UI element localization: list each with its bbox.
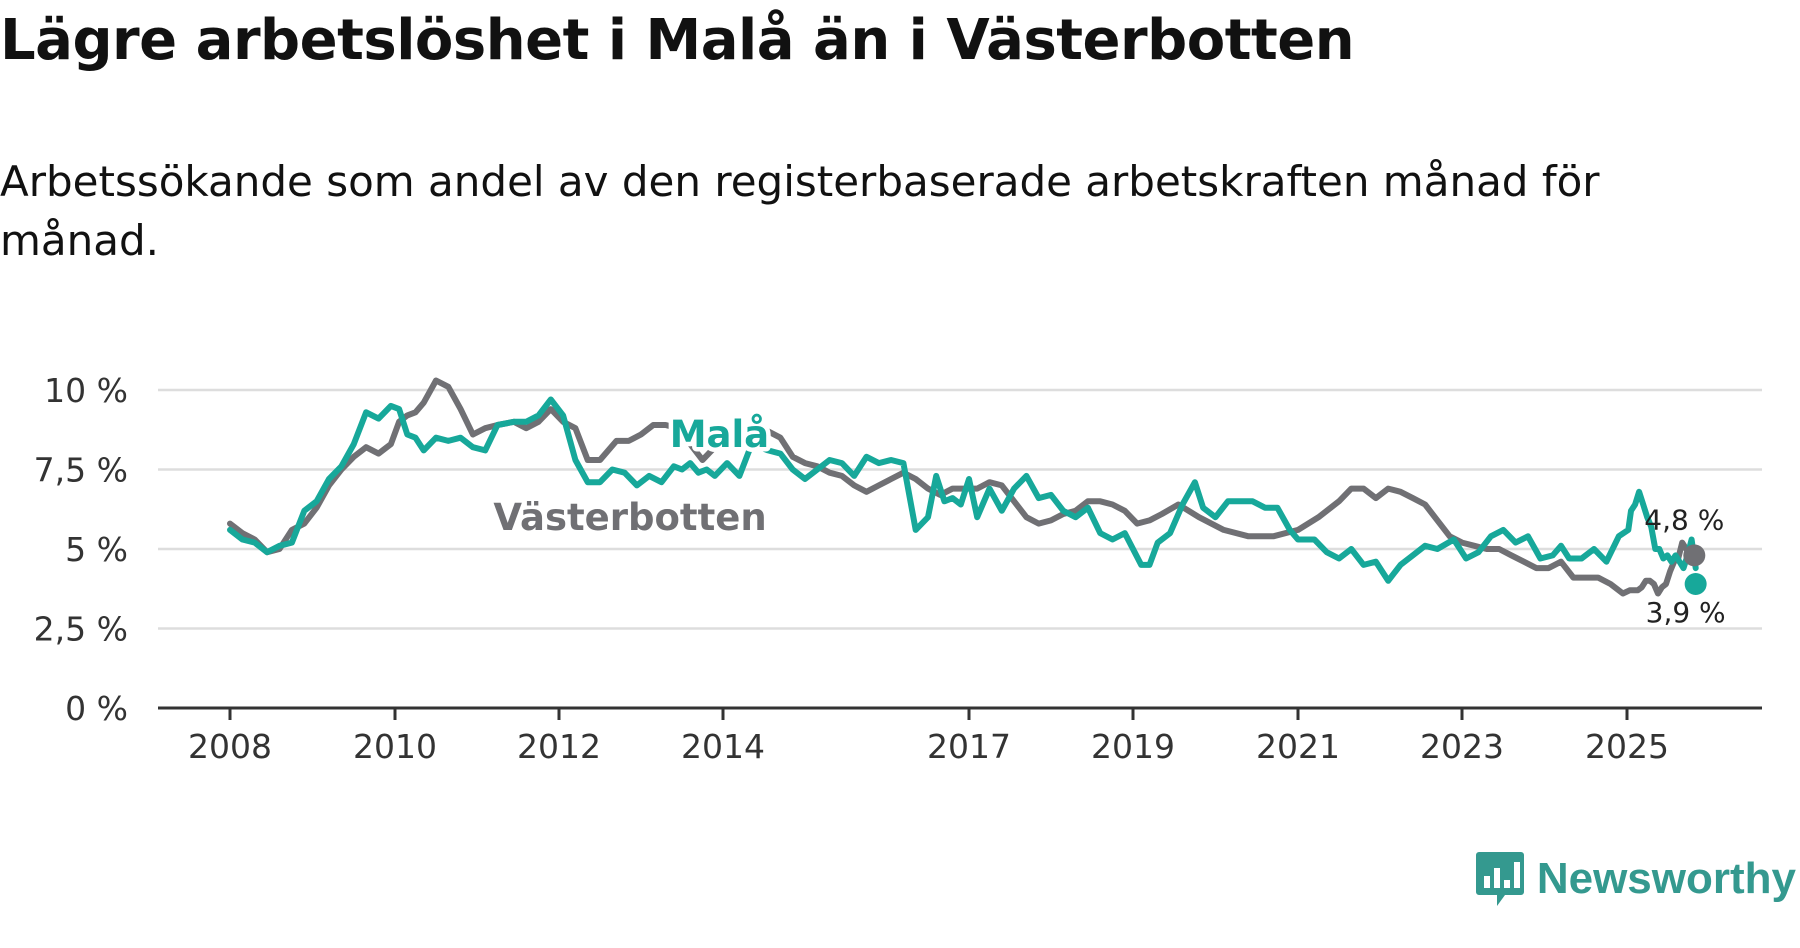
x-tick-label: 2025 <box>1585 727 1669 766</box>
x-tick-label: 2019 <box>1091 727 1175 766</box>
newsworthy-logo-icon <box>1475 852 1524 906</box>
end-value-label-mal: 3,9 % <box>1646 596 1726 629</box>
gridlines <box>158 388 1762 630</box>
series-line-vsterbotten <box>227 377 1698 597</box>
series-label-vsterbotten: Västerbotten <box>493 496 766 539</box>
brand-name: Newsworthy <box>1536 854 1796 903</box>
newsworthy-brand: Newsworthy <box>1475 850 1796 908</box>
x-tick-label: 2014 <box>681 727 765 766</box>
x-tick-label: 2012 <box>517 727 601 766</box>
series-line-mal <box>227 396 1699 584</box>
series-label-mal: Malå <box>670 413 769 456</box>
x-tick-label: 2023 <box>1420 727 1504 766</box>
y-tick-label: 7,5 % <box>34 451 128 490</box>
end-marker-vsterbotten <box>1683 544 1706 567</box>
series-lines <box>227 377 1699 597</box>
x-tick-label: 2021 <box>1256 727 1340 766</box>
end-marker-mal <box>1684 572 1707 595</box>
y-tick-label: 2,5 % <box>34 610 128 649</box>
axes: 0 % 2,5 % 5 % 7,5 % 10 % 2008 2010 2012 2014 2017… <box>34 371 1762 766</box>
chart-title: Lägre arbetslöshet i Malå än i Västerbot… <box>0 8 1355 73</box>
x-tick-label: 2017 <box>927 727 1011 766</box>
x-tick-label: 2010 <box>353 727 437 766</box>
y-tick-label: 5 % <box>65 530 128 569</box>
annotations: Västerbotten 4,8 % Malå 3,9 % <box>489 409 1726 629</box>
y-tick-label: 0 % <box>65 689 128 728</box>
x-tick-label: 2008 <box>188 727 272 766</box>
end-value-label-vsterbotten: 4,8 % <box>1644 503 1724 536</box>
y-tick-label: 10 % <box>44 371 128 410</box>
chart-subtitle: Arbetssökande som andel av den registerb… <box>0 157 1600 265</box>
